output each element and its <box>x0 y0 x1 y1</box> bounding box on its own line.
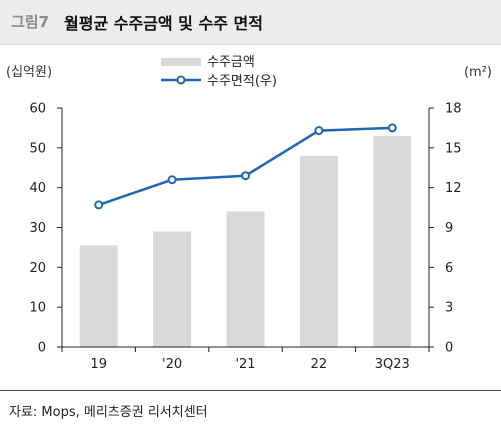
x-tick-label: 22 <box>311 357 328 372</box>
figure-header: 그림7 월평균 수주금액 및 수주 면적 <box>0 0 501 45</box>
source-note: 자료: Mops, 메리츠증권 리서치센터 <box>9 405 208 420</box>
x-tick-label: '20 <box>162 357 182 372</box>
bar <box>299 155 338 347</box>
left-tick-label: 60 <box>29 102 46 117</box>
legend-line-marker <box>176 75 186 85</box>
line-point <box>167 175 177 185</box>
x-tick-label: 3Q23 <box>375 357 410 372</box>
area-line-series <box>98 126 393 207</box>
left-tick-label: 40 <box>29 181 46 196</box>
right-axis-title: (m²) <box>464 65 492 80</box>
legend-bar-label: 수주금액 <box>207 55 255 70</box>
right-tick-label: 6 <box>445 261 453 276</box>
right-tick-label: 3 <box>445 301 453 316</box>
line-point <box>314 126 324 136</box>
right-tick-label: 12 <box>445 181 462 196</box>
bar <box>373 135 412 347</box>
left-tick-label: 50 <box>29 141 46 156</box>
line-point <box>241 171 250 181</box>
plot-area: 0 10 20 30 40 50 60 0 3 6 9 12 15 18 19 '20 '21 22 3Q23 <box>29 102 461 373</box>
right-tick-label: 18 <box>445 102 462 117</box>
x-tick-label: 19 <box>90 357 107 372</box>
source-divider <box>0 390 501 391</box>
right-tick-label: 0 <box>445 341 453 356</box>
line-point <box>94 200 104 210</box>
left-tick-label: 0 <box>38 341 46 356</box>
left-tick-label: 20 <box>29 261 46 276</box>
legend-bar-swatch <box>161 58 201 66</box>
figure-label: 그림7 <box>11 13 50 31</box>
right-tick-label: 9 <box>445 221 453 236</box>
left-axis-title: (십억원) <box>6 65 52 80</box>
x-tick-label: '21 <box>235 357 255 372</box>
bar <box>79 245 118 347</box>
right-tick-label: 15 <box>445 141 462 156</box>
combo-chart: (십억원) (m²) 수주금액 수주면적(우) 0 10 20 30 40 50 60 0 3 6… <box>6 55 492 373</box>
legend-line-label: 수주면적(우) <box>207 74 277 89</box>
left-tick-label: 10 <box>29 301 46 316</box>
legend: 수주금액 수주면적(우) <box>161 55 277 89</box>
line-point <box>387 123 397 133</box>
left-tick-label: 30 <box>29 221 46 236</box>
bar <box>153 231 192 347</box>
figure-title: 월평균 수주금액 및 수주 면적 <box>64 14 263 33</box>
bar <box>226 211 265 347</box>
